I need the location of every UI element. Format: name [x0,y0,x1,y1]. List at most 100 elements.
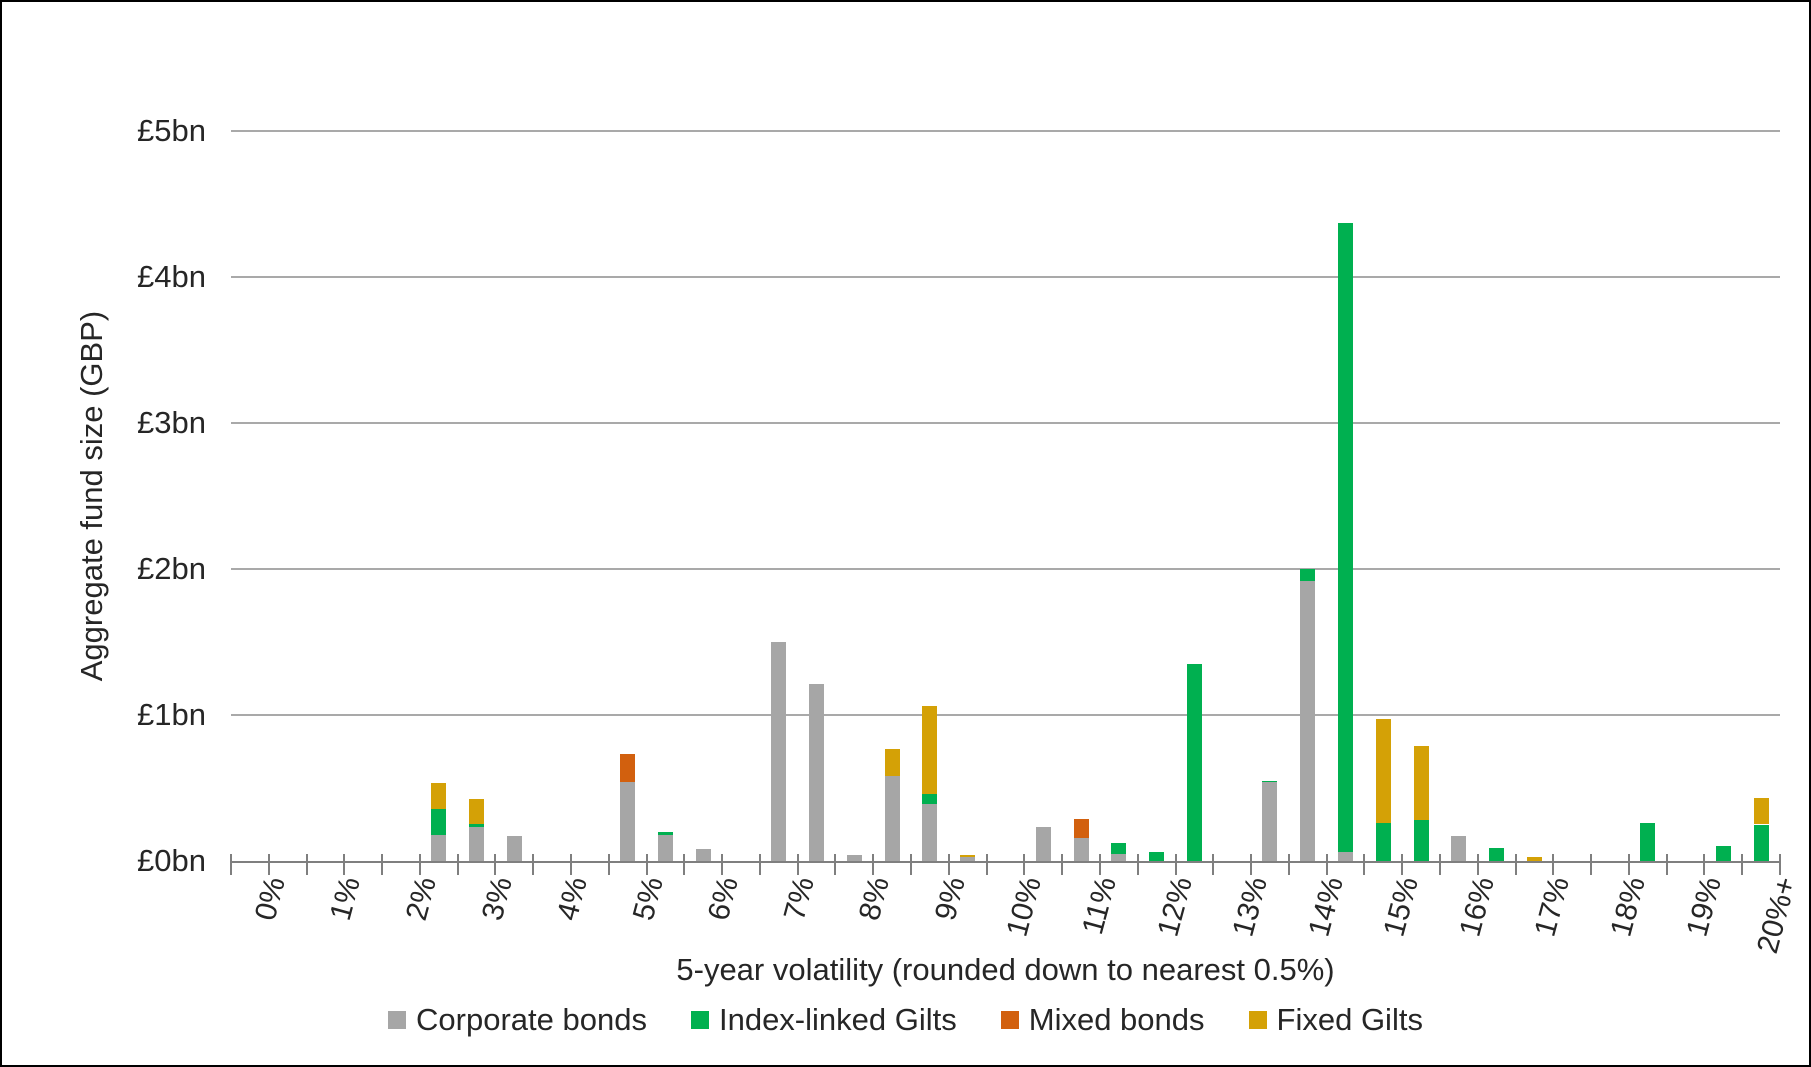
bar-segment-fixed-gilts-17 [1526,856,1542,861]
x-axis-tick [1174,854,1177,875]
bar-segment-fixed-gilts-8.5 [884,748,900,777]
bar-segment-corporate-bonds-5 [620,782,636,861]
x-axis-tick [1023,854,1026,875]
x-axis-tick [1098,854,1101,875]
bar-segment-corporate-bonds-9 [922,804,938,861]
y-tick-label-3: £3bn [137,405,206,440]
x-tick-label-18: 18% [1604,873,1652,941]
bar-segment-corporate-bonds-5.5 [657,834,673,861]
x-tick-label-3: 3% [475,873,519,924]
legend-label: Corporate bonds [416,1002,647,1037]
x-axis-tick [834,854,837,875]
x-axis-tick [1136,854,1139,875]
bar-segment-fixed-gilts-2.5 [431,782,447,810]
x-tick-label-11: 11% [1076,873,1123,938]
x-tick-label-4: 4% [550,873,595,924]
x-axis-tick [1627,854,1630,875]
x-axis-tick [305,854,308,875]
x-tick-label-19: 19% [1680,873,1728,941]
x-axis-tick [1741,854,1744,875]
bar-segment-index-linked-gilts-5.5 [657,831,673,835]
x-tick-label-2: 2% [399,873,443,924]
bar-segment-corporate-bonds-9.5 [960,857,976,861]
bar-segment-index-linked-gilts-13.5 [1262,780,1278,783]
bar-segment-fixed-gilts-15.5 [1413,745,1429,821]
legend: Corporate bonds Index-linked Gilts Mixed b… [2,1002,1809,1038]
legend-label: Mixed bonds [1028,1002,1205,1037]
x-axis-tick [985,854,988,875]
x-axis-tick [607,854,610,875]
bar-segment-corporate-bonds-3 [469,826,485,861]
x-tick-label-13: 13% [1226,873,1275,941]
bar-segment-index-linked-gilts-2.5 [431,809,447,836]
bar-segment-index-linked-gilts-14 [1300,569,1316,581]
x-axis-tick [683,854,686,875]
bar-segment-corporate-bonds-8.5 [884,776,900,861]
x-axis-tick [1212,854,1215,875]
legend-label: Fixed Gilts [1276,1002,1423,1037]
bar-segment-index-linked-gilts-18.5 [1640,823,1656,861]
x-axis-tick [1665,854,1668,875]
x-axis-tick [230,854,232,875]
bar-segment-index-linked-gilts-9 [922,793,938,805]
bar-segment-corporate-bonds-11.5 [1111,853,1127,861]
x-axis-tick [1703,854,1706,875]
bar-segment-corporate-bonds-13.5 [1262,782,1278,861]
x-axis-tick [1552,854,1555,875]
gridline-5bn [231,130,1780,132]
bar-segment-fixed-gilts-20+ [1753,798,1769,825]
x-tick-label-14: 14% [1302,873,1350,941]
bar-segment-corporate-bonds-6 [695,849,711,861]
bar-segment-corporate-bonds-3.5 [506,836,522,861]
y-tick-label-0: £0bn [137,843,206,878]
x-tick-label-17: 17% [1528,873,1577,941]
x-axis-tick [947,854,950,875]
x-axis-tick [1779,854,1781,875]
bar-segment-fixed-gilts-9.5 [960,855,976,858]
x-axis-tick [1476,854,1479,875]
x-axis-tick [1061,854,1064,875]
x-axis-tick [1590,854,1593,875]
x-tick-label-1: 1% [324,873,368,924]
bar-segment-fixed-gilts-3 [469,798,485,824]
x-tick-label-20+: 20%+ [1751,873,1804,957]
x-axis-tick [1325,854,1328,875]
x-axis-line [231,861,1780,863]
gridline-2bn [231,568,1780,570]
x-axis-tick [418,854,421,875]
legend-label: Index-linked Gilts [718,1002,957,1037]
x-tick-label-8: 8% [853,873,897,924]
x-axis-tick [721,854,724,875]
legend-item-corporate-bonds: Corporate bonds [388,1002,647,1038]
x-axis-tick [494,854,497,875]
bar-segment-mixed-bonds-11 [1073,818,1089,838]
x-tick-label-7: 7% [777,873,821,924]
bar-segment-corporate-bonds-7.5 [809,684,825,861]
x-tick-label-0: 0% [248,873,292,924]
x-axis-tick [1514,854,1517,875]
bar-segment-corporate-bonds-14 [1300,580,1316,861]
legend-swatch-icon [690,1011,709,1029]
bar-segment-index-linked-gilts-15.5 [1413,820,1429,861]
bar-segment-index-linked-gilts-11.5 [1111,843,1127,854]
gridline-4bn [231,276,1780,278]
bar-segment-corporate-bonds-10.5 [1035,827,1051,861]
x-tick-label-15: 15% [1377,873,1426,941]
y-tick-label-5: £5bn [137,113,206,148]
legend-swatch-icon [1000,1011,1019,1029]
x-tick-label-9: 9% [928,873,972,924]
x-axis-tick [758,854,761,875]
x-tick-label-16: 16% [1453,873,1501,941]
legend-item-fixed-gilts: Fixed Gilts [1248,1002,1423,1038]
x-axis-tick [1438,854,1441,875]
x-axis-tick [1363,854,1366,875]
x-axis-tick [381,854,384,875]
bar-segment-index-linked-gilts-12 [1149,852,1165,861]
bar-segment-fixed-gilts-15 [1375,719,1391,824]
bar-segment-index-linked-gilts-15 [1375,823,1391,861]
bar-segment-corporate-bonds-7 [771,642,787,861]
x-tick-label-6: 6% [702,873,746,924]
gridline-3bn [231,422,1780,424]
bar-segment-index-linked-gilts-20+ [1753,824,1769,861]
